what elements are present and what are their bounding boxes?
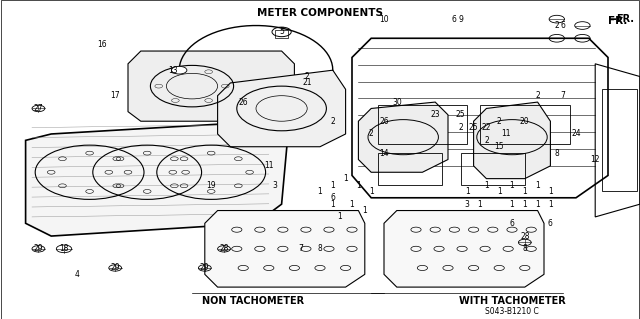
Text: 2: 2 — [497, 117, 502, 126]
Text: 1: 1 — [317, 187, 323, 196]
Text: 28: 28 — [520, 232, 529, 241]
Text: 26: 26 — [238, 98, 248, 107]
Text: NON TACHOMETER: NON TACHOMETER — [202, 296, 304, 307]
Text: 19: 19 — [206, 181, 216, 189]
Text: 5: 5 — [279, 27, 284, 36]
Bar — [378, 105, 467, 144]
Text: 1: 1 — [330, 200, 335, 209]
Text: 1: 1 — [369, 187, 374, 196]
Text: 8: 8 — [522, 244, 527, 253]
Text: 1: 1 — [484, 181, 489, 189]
Text: 1: 1 — [362, 206, 367, 215]
Text: 3: 3 — [465, 200, 470, 209]
Polygon shape — [128, 51, 294, 121]
Polygon shape — [384, 211, 544, 287]
Text: 1: 1 — [477, 200, 483, 209]
Polygon shape — [26, 121, 288, 236]
Text: 1: 1 — [522, 187, 527, 196]
Text: FR.: FR. — [616, 13, 634, 24]
Text: 7: 7 — [298, 244, 303, 253]
Text: 8: 8 — [317, 244, 323, 253]
Text: 1: 1 — [330, 181, 335, 189]
Text: 6: 6 — [561, 21, 566, 30]
Text: 14: 14 — [379, 149, 389, 158]
Text: WITH TACHOMETER: WITH TACHOMETER — [459, 296, 565, 307]
Text: 6: 6 — [330, 193, 335, 202]
Text: FR.: FR. — [608, 16, 627, 26]
Text: 6: 6 — [452, 15, 457, 24]
Text: S043-B1210 C: S043-B1210 C — [485, 307, 539, 315]
Text: 25: 25 — [456, 110, 466, 119]
Text: 1: 1 — [548, 187, 553, 196]
Text: 1: 1 — [509, 200, 515, 209]
Text: 1: 1 — [343, 174, 348, 183]
Text: 1: 1 — [548, 200, 553, 209]
Text: 2: 2 — [330, 117, 335, 126]
Text: 1: 1 — [497, 187, 502, 196]
Text: 15: 15 — [494, 142, 504, 151]
Bar — [461, 153, 525, 185]
Text: 2: 2 — [554, 21, 559, 30]
Text: 7: 7 — [561, 91, 566, 100]
Text: 2: 2 — [458, 123, 463, 132]
Text: 1: 1 — [337, 212, 342, 221]
Text: 29: 29 — [200, 263, 210, 272]
Text: 20: 20 — [520, 117, 530, 126]
Polygon shape — [205, 211, 365, 287]
Text: 28: 28 — [220, 244, 228, 253]
Text: 8: 8 — [554, 149, 559, 158]
Polygon shape — [358, 102, 448, 172]
Text: 10: 10 — [379, 15, 389, 24]
Text: 16: 16 — [97, 40, 108, 49]
Text: 22: 22 — [482, 123, 491, 132]
Text: 1: 1 — [535, 181, 540, 189]
Bar — [275, 30, 288, 38]
Text: 11: 11 — [501, 130, 510, 138]
Bar — [480, 105, 570, 144]
Text: 1: 1 — [535, 200, 540, 209]
Text: 11: 11 — [264, 161, 273, 170]
Text: 18: 18 — [60, 244, 68, 253]
Text: 6: 6 — [548, 219, 553, 228]
Text: 29: 29 — [33, 244, 44, 253]
Text: 3: 3 — [273, 181, 278, 189]
Text: 6: 6 — [509, 219, 515, 228]
Text: 1: 1 — [522, 200, 527, 209]
Text: 1: 1 — [465, 187, 470, 196]
Text: 2: 2 — [535, 91, 540, 100]
Text: 29: 29 — [110, 263, 120, 272]
Text: 27: 27 — [33, 104, 44, 113]
Text: 24: 24 — [571, 130, 581, 138]
Text: 21: 21 — [303, 78, 312, 87]
Text: 1: 1 — [356, 181, 361, 189]
Text: 2: 2 — [369, 130, 374, 138]
Bar — [602, 89, 637, 191]
Text: 4: 4 — [74, 270, 79, 279]
Text: 9: 9 — [458, 15, 463, 24]
Text: 2: 2 — [305, 72, 310, 81]
Polygon shape — [474, 102, 550, 179]
Text: 17: 17 — [110, 91, 120, 100]
Text: METER COMPONENTS: METER COMPONENTS — [257, 8, 383, 18]
Polygon shape — [218, 70, 346, 147]
Text: 25: 25 — [468, 123, 479, 132]
Text: 2: 2 — [484, 136, 489, 145]
Text: 30: 30 — [392, 98, 402, 107]
Text: 23: 23 — [430, 110, 440, 119]
Text: 12: 12 — [591, 155, 600, 164]
Circle shape — [172, 66, 187, 74]
Text: 26: 26 — [379, 117, 389, 126]
Text: 1: 1 — [349, 200, 355, 209]
Text: 1: 1 — [509, 181, 515, 189]
Bar — [378, 153, 442, 185]
Text: 13: 13 — [168, 66, 178, 75]
